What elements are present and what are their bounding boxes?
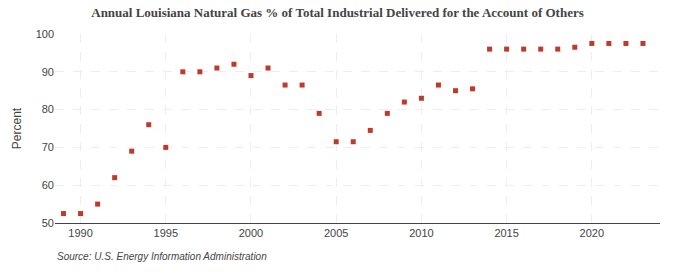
svg-text:2010: 2010	[409, 227, 433, 239]
svg-text:1995: 1995	[154, 227, 178, 239]
svg-text:2015: 2015	[494, 227, 518, 239]
svg-text:Source: U.S. Energy Informatio: Source: U.S. Energy Information Administ…	[57, 251, 267, 262]
svg-text:2020: 2020	[580, 227, 604, 239]
svg-text:90: 90	[42, 66, 54, 78]
svg-text:60: 60	[42, 179, 54, 191]
svg-text:1990: 1990	[68, 227, 92, 239]
svg-text:2005: 2005	[324, 227, 348, 239]
svg-text:80: 80	[42, 103, 54, 115]
svg-text:50: 50	[42, 217, 54, 229]
svg-text:70: 70	[42, 141, 54, 153]
svg-text:Percent: Percent	[10, 107, 24, 149]
svg-text:Annual Louisiana Natural Gas %: Annual Louisiana Natural Gas % of Total …	[91, 5, 583, 20]
svg-text:2000: 2000	[239, 227, 263, 239]
svg-text:100: 100	[36, 28, 54, 40]
